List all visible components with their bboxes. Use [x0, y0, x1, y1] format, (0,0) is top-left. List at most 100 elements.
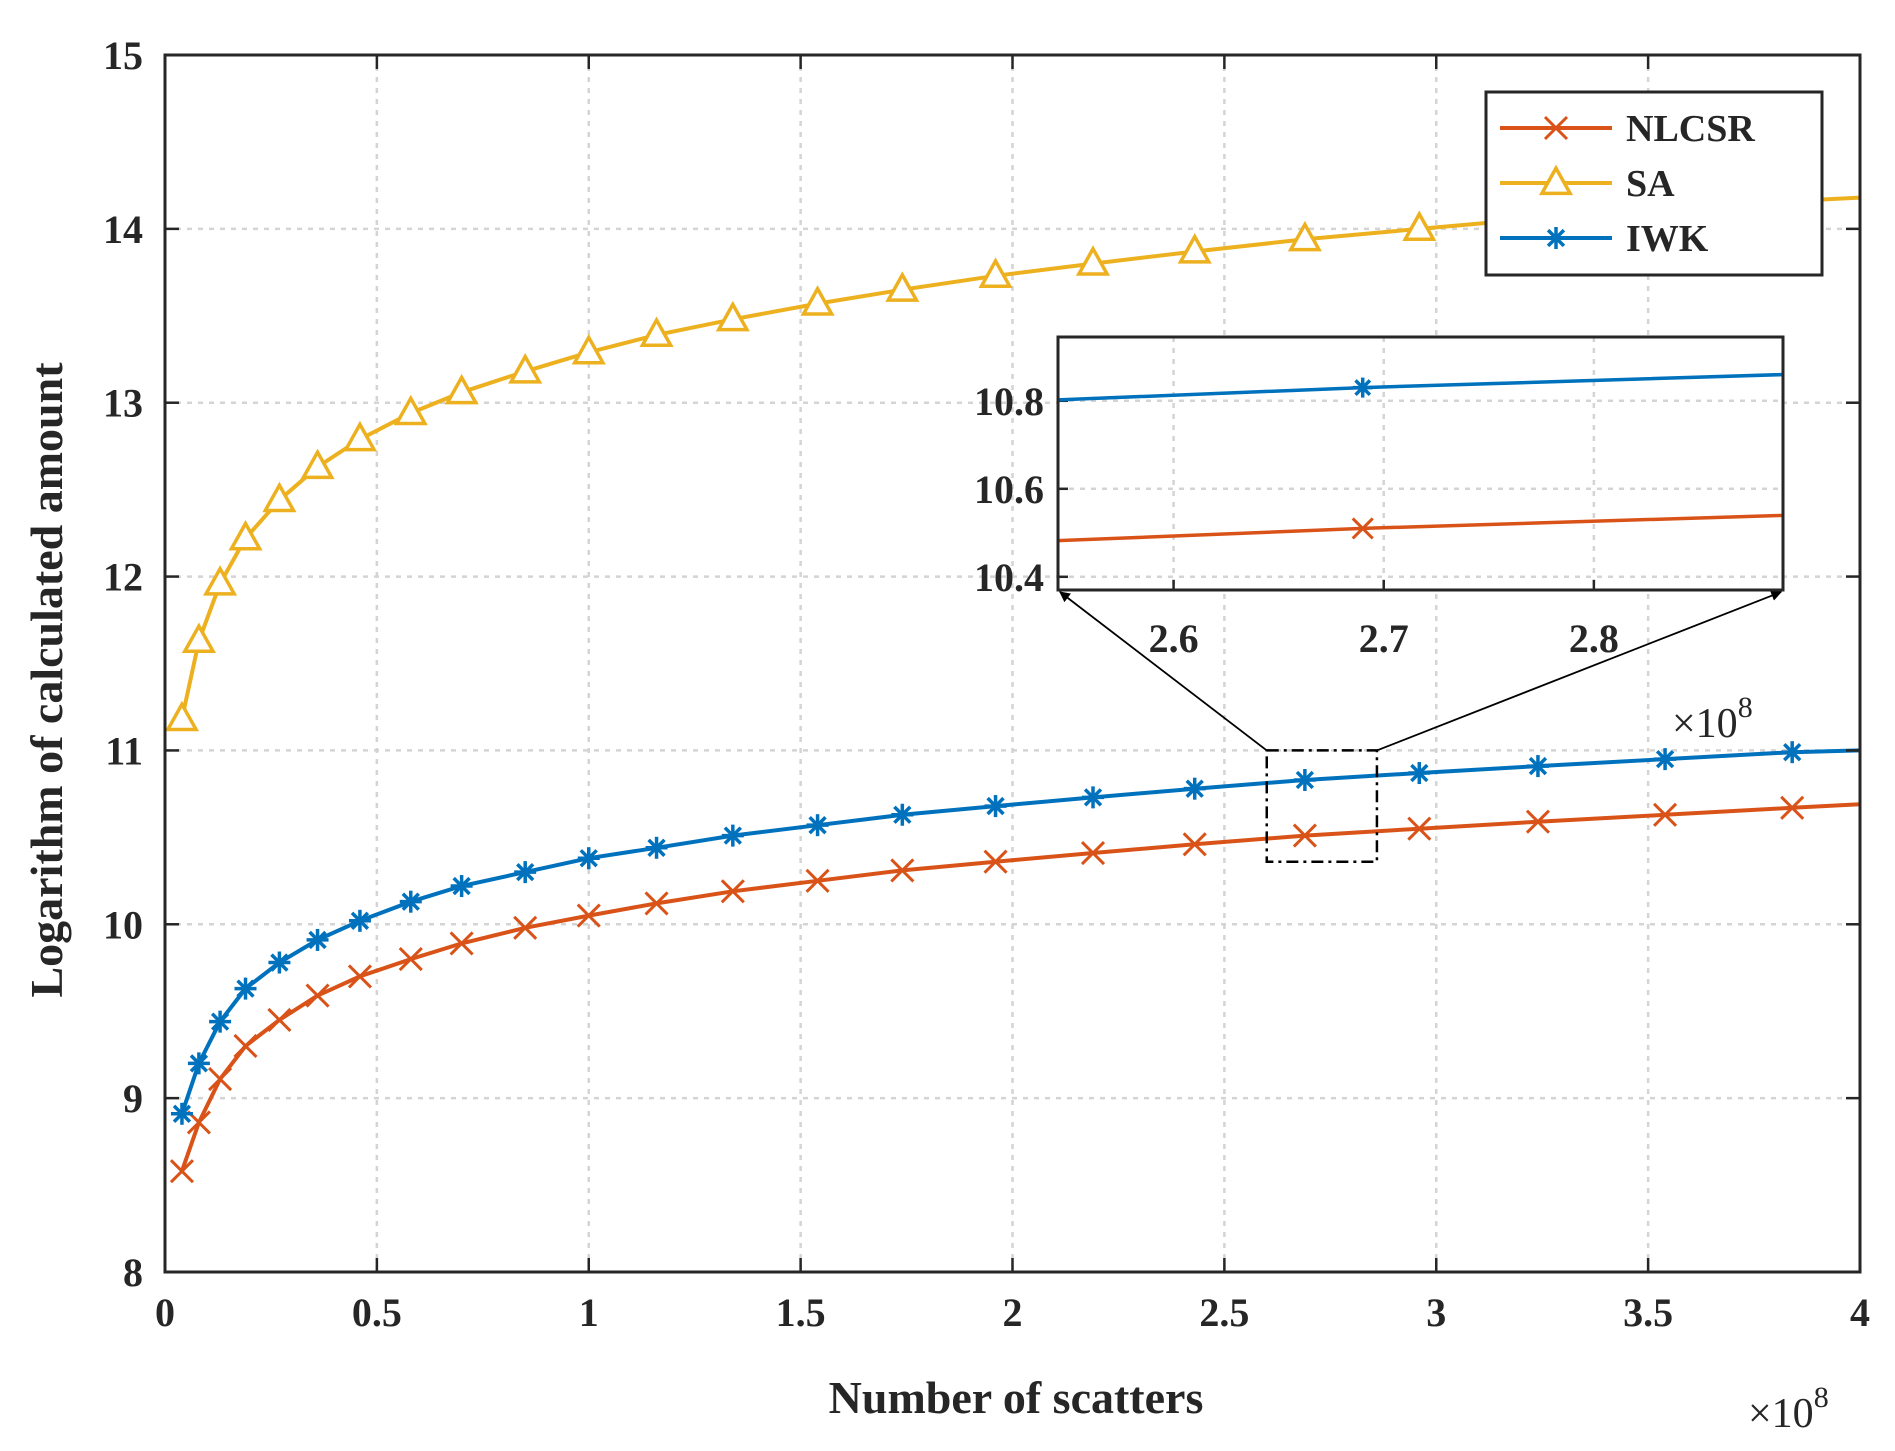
star-marker [399, 890, 422, 913]
x-marker [576, 903, 601, 928]
x-marker [1653, 802, 1678, 827]
star-marker [209, 1010, 232, 1033]
legend-label: SA [1626, 163, 1675, 205]
x-tick-label: 2 [1003, 1290, 1023, 1335]
triangle-marker [978, 257, 1013, 288]
triangle-marker [508, 352, 543, 384]
star-marker [306, 928, 329, 951]
star-marker [721, 824, 744, 847]
inset-series-iwk [1058, 372, 1783, 402]
x-marker [644, 891, 669, 916]
x-marker [513, 915, 538, 940]
x-tick-label: 0 [155, 1290, 175, 1335]
triangle-marker [228, 519, 263, 551]
triangle-marker [262, 481, 297, 513]
inset-plot: 2.6 2.7 2.8 10.4 10.6 10.8 [974, 335, 1785, 661]
inset-x-tick-label: 2.6 [1149, 616, 1199, 661]
star-marker [577, 847, 600, 870]
x-marker [267, 1007, 292, 1032]
triangle-marker [1402, 210, 1437, 242]
triangle-marker [165, 700, 200, 732]
inset-series-nlcsr [1058, 513, 1783, 543]
x-marker [169, 1159, 195, 1184]
x-multiplier-inset-base: ×10 [1672, 701, 1738, 747]
triangle-marker [393, 394, 428, 426]
x-tick-label: 2.5 [1199, 1290, 1249, 1335]
star-marker [984, 795, 1007, 818]
x-tick-label: 1.5 [776, 1290, 826, 1335]
triangle-marker [300, 448, 335, 480]
inset-y-tick-label: 10.6 [974, 467, 1044, 512]
triangle-marker [202, 565, 238, 596]
y-tick-label: 15 [103, 33, 143, 78]
y-tick-label: 9 [123, 1076, 143, 1121]
x-marker [1780, 795, 1805, 820]
star-marker [187, 1052, 210, 1075]
y-tick-label: 13 [103, 381, 143, 426]
star-marker [1183, 777, 1206, 800]
star-marker [1293, 768, 1316, 791]
x-marker [805, 868, 830, 893]
x-tick-label: 1 [579, 1290, 599, 1335]
triangle-marker [639, 316, 674, 348]
zoom-connector-left [1059, 591, 1268, 752]
x-marker [1525, 809, 1551, 834]
x-marker [347, 964, 372, 989]
triangle-marker [181, 622, 216, 654]
x-marker [398, 946, 423, 972]
star-marker [268, 951, 291, 974]
inset-y-tick-label: 10.4 [974, 555, 1044, 600]
star-marker [348, 909, 371, 932]
triangle-marker [885, 271, 920, 302]
y-tick-label: 11 [105, 728, 143, 773]
y-axis-label: Logarithm of calculated amount [21, 362, 72, 998]
inset-x-tick-label: 2.8 [1569, 616, 1619, 661]
x-tick-label: 4 [1850, 1290, 1870, 1335]
star-marker [234, 977, 257, 1000]
triangle-marker [1177, 233, 1212, 264]
star-marker [1545, 227, 1567, 249]
x-marker [305, 983, 330, 1008]
x-marker [1292, 823, 1317, 848]
x-marker [233, 1033, 258, 1059]
triangle-marker [342, 420, 378, 452]
star-marker [1408, 762, 1431, 785]
legend-item-nlcsr: NLCSR [1500, 108, 1755, 150]
x-multiplier-bottom: ×108 [1748, 1381, 1829, 1437]
legend-label: IWK [1626, 218, 1709, 260]
inset-background [1058, 337, 1783, 590]
star-marker [514, 861, 537, 884]
series-sa [165, 182, 1860, 732]
star-marker [170, 1102, 193, 1125]
star-marker [806, 814, 829, 837]
legend-item-sa: SA [1500, 163, 1675, 205]
star-marker [1082, 786, 1105, 809]
main-lines [165, 182, 1860, 1184]
x-multiplier-inset-exponent: 8 [1738, 691, 1753, 724]
x-marker [1543, 115, 1569, 141]
triangle-marker [444, 373, 479, 405]
x-multiplier-exponent: 8 [1814, 1381, 1829, 1414]
x-marker [1080, 840, 1106, 866]
x-multiplier-inset: ×108 [1672, 691, 1753, 747]
zoom-connector-right [1376, 590, 1783, 752]
legend-item-iwk: IWK [1500, 218, 1709, 260]
y-tick-label: 12 [103, 555, 143, 600]
main-ticks: 0 0.5 1 1.5 2 2.5 3 3.5 4 8 9 10 11 12 13 14 15 [103, 33, 1870, 1335]
star-marker [1654, 748, 1677, 771]
x-marker [1182, 832, 1207, 857]
y-tick-label: 10 [103, 902, 143, 947]
star-marker [1352, 377, 1373, 398]
triangle-marker [715, 300, 750, 332]
x-marker [1351, 517, 1374, 540]
x-marker [720, 879, 745, 904]
series-nlcsr [169, 795, 1860, 1184]
y-tick-label: 8 [123, 1250, 143, 1295]
x-marker [890, 858, 915, 883]
y-tick-label: 14 [103, 207, 143, 252]
legend: NLCSR SA IWK [1484, 90, 1824, 277]
triangle-marker [1538, 164, 1574, 196]
star-marker [1781, 741, 1804, 764]
x-tick-label: 3.5 [1623, 1290, 1673, 1335]
